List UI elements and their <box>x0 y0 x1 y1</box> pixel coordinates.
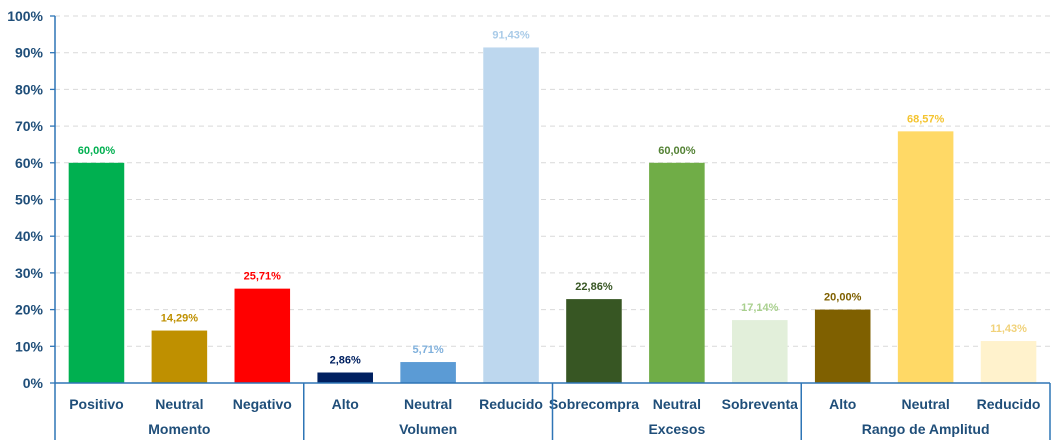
category-label: Negativo <box>233 396 292 412</box>
category-label: Sobrecompra <box>549 396 639 412</box>
data-label: 17,14% <box>741 302 779 314</box>
bars: 60,00% 14,29% 25,71% 2,86% 5,71% 91,43% 22,86%… <box>68 29 1037 383</box>
y-tick-label: 0% <box>23 375 44 391</box>
category-label: Neutral <box>653 396 701 412</box>
y-tick-label: 100% <box>7 8 43 24</box>
gridlines <box>55 15 1050 347</box>
bar <box>566 299 622 383</box>
y-tick-label: 30% <box>15 265 44 281</box>
group-label: Rango de Amplitud <box>862 421 990 437</box>
data-label: 2,86% <box>330 355 361 367</box>
bar <box>897 131 954 383</box>
y-tick-label: 40% <box>15 228 44 244</box>
bar <box>649 162 705 383</box>
category-label: Positivo <box>69 396 123 412</box>
data-label: 5,71% <box>413 344 444 356</box>
y-axis: 0% 10% 20% 30% 40% 50% 60% 70% 80% 90% 100% <box>7 8 56 391</box>
category-label: Neutral <box>155 396 203 412</box>
bar <box>732 320 788 383</box>
bar <box>151 330 208 383</box>
bar <box>980 341 1037 383</box>
category-label: Neutral <box>404 396 452 412</box>
bar <box>814 309 871 383</box>
category-label: Reducido <box>479 396 543 412</box>
bar <box>400 362 456 383</box>
bar <box>483 47 539 383</box>
data-label: 20,00% <box>824 292 862 304</box>
data-label: 14,29% <box>161 313 199 325</box>
category-label: Neutral <box>902 396 950 412</box>
data-label: 25,71% <box>244 271 282 283</box>
group-label: Excesos <box>648 421 705 437</box>
data-label: 91,43% <box>492 29 530 41</box>
bar <box>234 288 291 383</box>
y-tick-label: 60% <box>15 155 44 171</box>
y-tick-label: 10% <box>15 338 44 354</box>
bar <box>317 372 373 383</box>
category-label: Alto <box>332 396 359 412</box>
data-label: 11,43% <box>990 323 1027 335</box>
category-label: Alto <box>829 396 856 412</box>
y-tick-label: 70% <box>15 118 44 134</box>
y-tick-label: 20% <box>15 302 44 318</box>
data-label: 22,86% <box>575 281 613 293</box>
data-label: 60,00% <box>658 145 696 157</box>
data-label: 68,57% <box>907 113 945 125</box>
y-tick-label: 50% <box>15 192 44 208</box>
category-label: Sobreventa <box>722 396 798 412</box>
data-label: 60,00% <box>78 145 116 157</box>
y-tick-label: 90% <box>15 45 44 61</box>
group-label: Momento <box>148 421 210 437</box>
bar <box>68 162 125 383</box>
category-label: Reducido <box>977 396 1041 412</box>
x-axis: Positivo Neutral Negativo Alto Neutral Reduci… <box>54 382 1051 440</box>
y-tick-label: 80% <box>15 81 44 97</box>
group-label: Volumen <box>399 421 457 437</box>
